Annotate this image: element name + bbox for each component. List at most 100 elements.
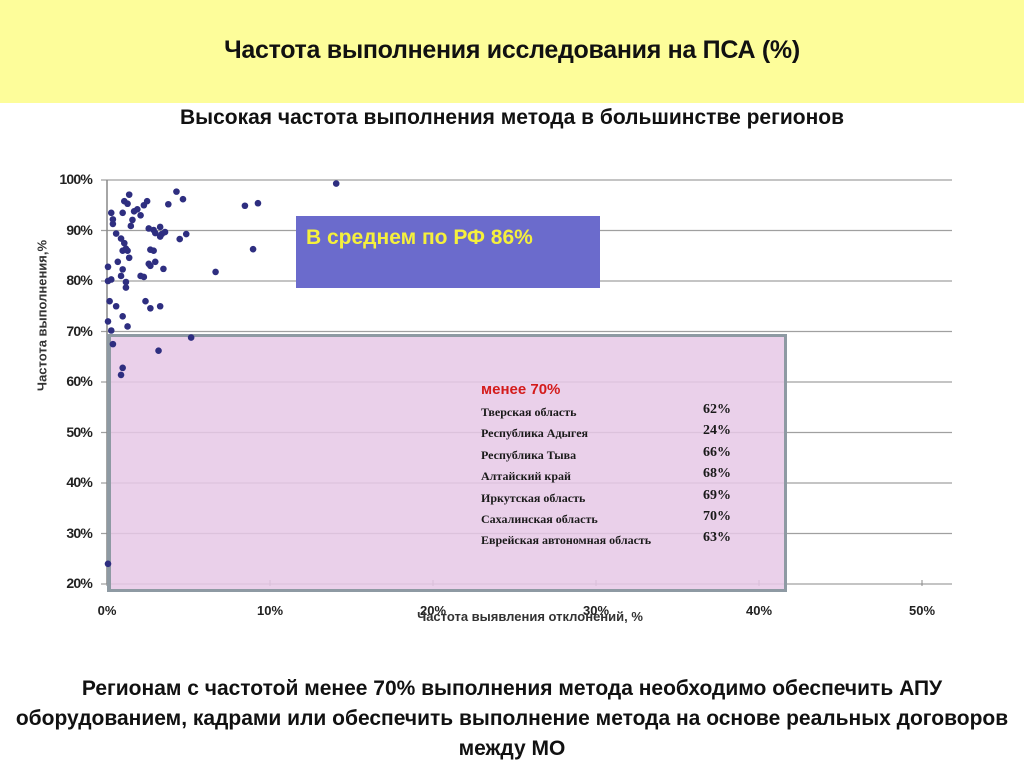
y-tick-label: 80% [66,272,92,288]
data-point [124,323,131,330]
data-point [112,302,120,310]
data-point [127,222,135,230]
region-name: Алтайский край [481,469,571,484]
data-point [104,560,112,568]
data-point [156,233,164,240]
region-name: Республика Адыгея [481,426,589,441]
data-point [119,266,126,273]
data-point [114,258,122,266]
low-region-row: Алтайский край 68% [481,466,761,487]
data-point [140,201,148,209]
data-point [173,188,180,195]
region-name: Еврейская автономная область [481,533,652,548]
data-point [122,284,130,291]
x-tick-label: 40% [745,603,773,618]
data-point [122,278,130,286]
x-axis-label: Частота выявления отклонений, % [417,609,643,624]
data-point [182,230,190,238]
x-tick-label: 30% [582,603,610,618]
data-point [107,276,115,283]
data-point [112,230,120,237]
data-point [124,200,131,208]
region-value: 66% [703,444,731,460]
data-point [107,327,115,334]
title-banner [0,0,1024,103]
region-name: Иркутская область [481,490,586,505]
data-point [109,216,117,223]
region-value: 70% [703,508,731,524]
x-tick-label: 10% [256,603,284,618]
data-point [212,268,219,276]
data-point [117,272,125,280]
low-region-row: Республика Тыва 66% [481,445,761,466]
low-region-row: Еврейская автономная область 63% [481,530,761,551]
data-point [176,235,184,243]
data-point [140,273,148,281]
data-point [107,209,115,217]
page-subtitle: Высокая частота выполнения метода в боль… [180,106,844,129]
data-point [119,313,126,320]
y-tick-label: 50% [66,423,92,440]
y-tick-label: 20% [66,575,92,591]
region-value: 24% [703,423,731,439]
y-tick-label: 30% [66,524,92,541]
data-point [160,265,167,273]
region-value: 69% [703,487,731,503]
data-point [147,262,154,270]
x-tick-label: 20% [419,603,447,618]
page-title: Частота выполнения исследования на ПСА (… [224,36,800,64]
data-point [109,340,117,348]
average-callout: В среднем по РФ 86% [296,216,600,288]
data-point [130,208,138,215]
y-tick-label: 40% [66,474,92,490]
data-point [104,318,112,325]
low-region-row: Тверская область 62% [481,402,761,423]
data-point [332,180,340,187]
low-regions-heading: менее 70% [481,381,561,398]
x-tick-label: 0% [97,603,117,618]
data-point [106,297,113,305]
x-tick-label: 50% [908,603,936,618]
region-name: Тверская область [481,405,577,419]
low-region-row: Иркутская область 69% [481,488,761,509]
data-point [125,191,133,198]
below-70-region-highlight [107,334,787,592]
region-value: 68% [703,466,731,482]
data-point [241,202,249,210]
y-tick-label: 100% [59,171,92,187]
data-point [151,258,159,266]
data-point [249,245,257,253]
data-point [161,228,169,236]
region-name: Республика Тыва [481,447,577,462]
y-tick-label: 90% [66,221,92,238]
y-tick-label: 70% [66,322,92,339]
data-point [104,263,112,271]
low-region-row: Сахалинская область 70% [481,509,761,530]
data-point [142,297,149,305]
data-point [187,334,195,341]
low-region-row: Республика Адыгея 24% [481,423,761,444]
y-tick-label: 60% [66,373,92,389]
data-point [124,247,131,254]
data-point [165,200,172,208]
data-point [119,364,126,372]
conclusion-text: Регионам с частотой менее 70% выполнения… [15,677,1009,760]
data-point [150,226,157,234]
data-point [155,347,162,354]
data-point [121,239,128,247]
region-value: 62% [703,402,731,417]
data-point [156,302,164,310]
data-point [156,223,164,231]
data-point [117,371,125,379]
region-value: 63% [703,530,731,546]
data-point [129,216,136,224]
average-callout-text: В среднем по РФ 86% [306,226,533,249]
data-point [147,246,154,253]
data-point [254,199,262,207]
low-regions-list: менее 70% Тверская область 62% Республика … [481,381,761,552]
data-point [147,304,154,312]
data-point [179,195,187,203]
data-point [119,209,126,217]
data-point [137,212,144,219]
